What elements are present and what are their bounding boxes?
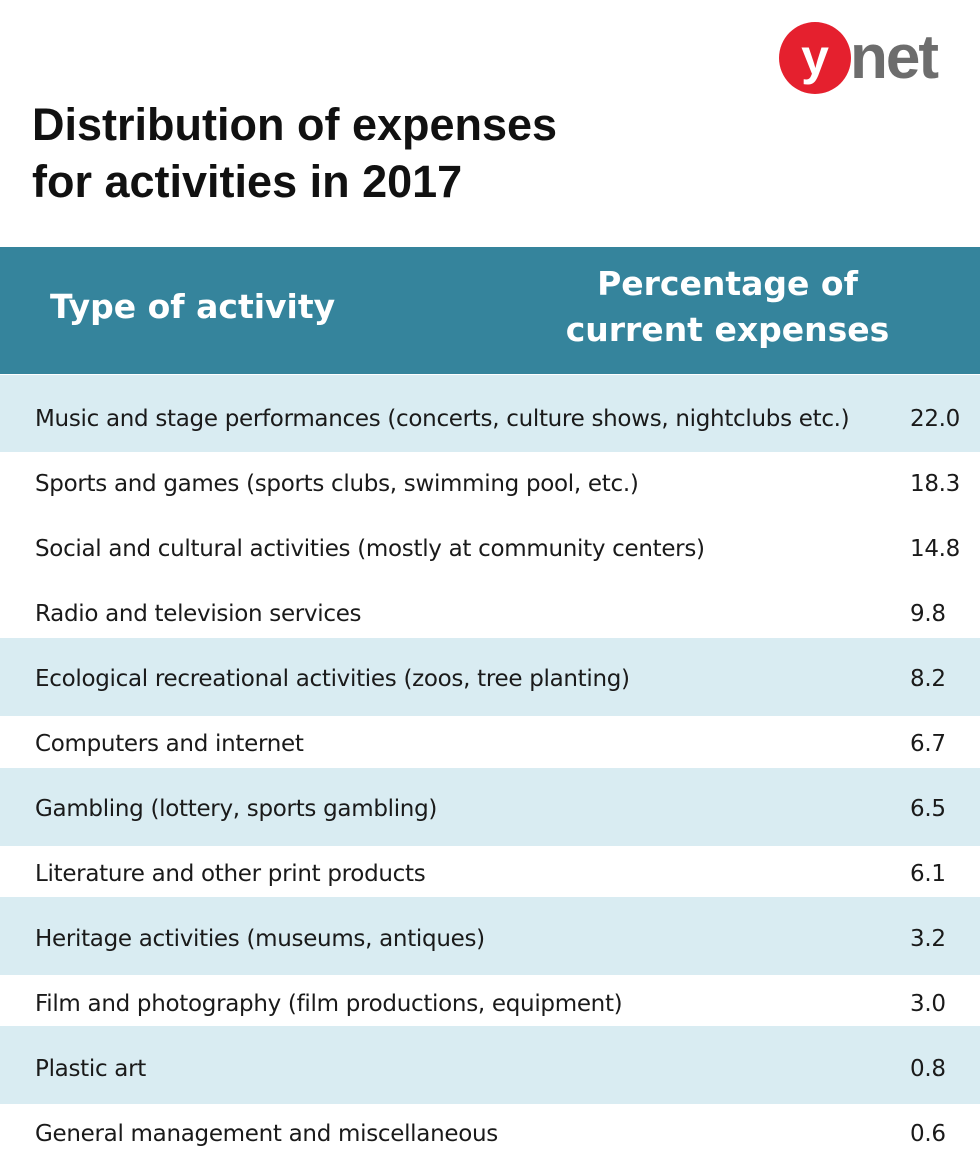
cell-percentage: 9.8	[910, 601, 946, 627]
row-band	[0, 897, 980, 975]
cell-activity: Heritage activities (museums, antiques)	[35, 926, 485, 952]
cell-activity: Ecological recreational activities (zoos…	[35, 666, 630, 692]
cell-activity: Gambling (lottery, sports gambling)	[35, 796, 438, 822]
column-header-line: Percentage of	[597, 264, 858, 303]
row-band	[0, 1026, 980, 1104]
logo: y net	[779, 22, 940, 94]
cell-percentage: 0.8	[910, 1056, 946, 1082]
cell-activity: Computers and internet	[35, 731, 304, 757]
table-header: Type of activity Percentage of current e…	[0, 247, 980, 374]
cell-percentage: 6.1	[910, 861, 946, 887]
row-band	[0, 375, 980, 452]
cell-activity: Literature and other print products	[35, 861, 426, 887]
column-header-line: current expenses	[565, 310, 890, 349]
row-band	[0, 638, 980, 716]
logo-circle	[779, 22, 851, 94]
title-line: for activities in 2017	[32, 156, 463, 207]
cell-percentage: 14.8	[910, 536, 961, 562]
logo-text: net	[850, 23, 938, 92]
column-header: Percentage of current expenses	[555, 261, 900, 353]
cell-percentage: 22.0	[910, 406, 961, 432]
cell-percentage: 3.2	[910, 926, 946, 952]
title-line: Distribution of expenses	[32, 99, 558, 150]
cell-percentage: 6.7	[910, 731, 946, 757]
cell-activity: General management and miscellaneous	[35, 1121, 498, 1147]
cell-percentage: 3.0	[910, 991, 946, 1017]
cell-percentage: 6.5	[910, 796, 946, 822]
row-band	[0, 768, 980, 846]
cell-activity: Plastic art	[35, 1056, 146, 1082]
title: Distribution of expenses for activities …	[32, 96, 557, 210]
cell-percentage: 8.2	[910, 666, 946, 692]
logo-mark: y	[801, 29, 829, 85]
cell-percentage: 0.6	[910, 1121, 946, 1147]
cell-activity: Social and cultural activities (mostly a…	[35, 536, 705, 562]
cell-activity: Film and photography (film productions, …	[35, 991, 623, 1017]
column-header: Type of activity	[50, 287, 336, 326]
cell-percentage: 18.3	[910, 471, 961, 497]
cell-activity: Music and stage performances (concerts, …	[35, 406, 850, 432]
cell-activity: Sports and games (sports clubs, swimming…	[35, 471, 639, 497]
cell-activity: Radio and television services	[35, 601, 362, 627]
